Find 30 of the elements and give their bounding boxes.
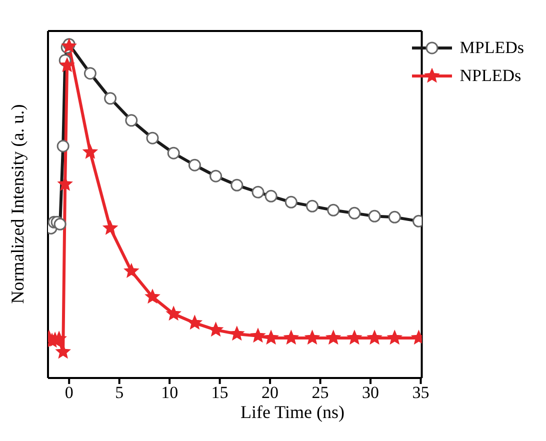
point <box>305 330 320 344</box>
point <box>326 330 341 344</box>
x-tick-label: 35 <box>412 383 430 402</box>
x-tick-label: 10 <box>161 383 178 402</box>
y-axis-title: Normalized Intensity (a. u.) <box>8 104 28 304</box>
point <box>58 176 72 190</box>
point <box>284 330 298 344</box>
point <box>387 330 402 344</box>
x-tick-label: 15 <box>211 383 228 402</box>
point <box>60 58 74 72</box>
point <box>208 322 223 336</box>
point <box>83 144 98 158</box>
point <box>367 330 382 344</box>
point <box>347 330 362 344</box>
x-tick-label: 5 <box>115 383 124 402</box>
point <box>188 315 202 330</box>
legend-label: MPLEDs <box>460 38 524 58</box>
point <box>166 306 181 320</box>
point <box>250 328 266 342</box>
point <box>264 330 278 344</box>
legend-label: NPLEDs <box>460 66 522 86</box>
x-axis-title: Life Time (ns) <box>239 402 346 423</box>
point <box>230 326 244 340</box>
x-tick-label: 25 <box>312 383 329 402</box>
point <box>103 220 118 234</box>
point <box>124 264 139 278</box>
x-tick-label: 0 <box>64 383 74 402</box>
x-tick-label: 20 <box>262 383 279 402</box>
point <box>145 289 160 304</box>
x-tick-label: 30 <box>362 383 380 402</box>
